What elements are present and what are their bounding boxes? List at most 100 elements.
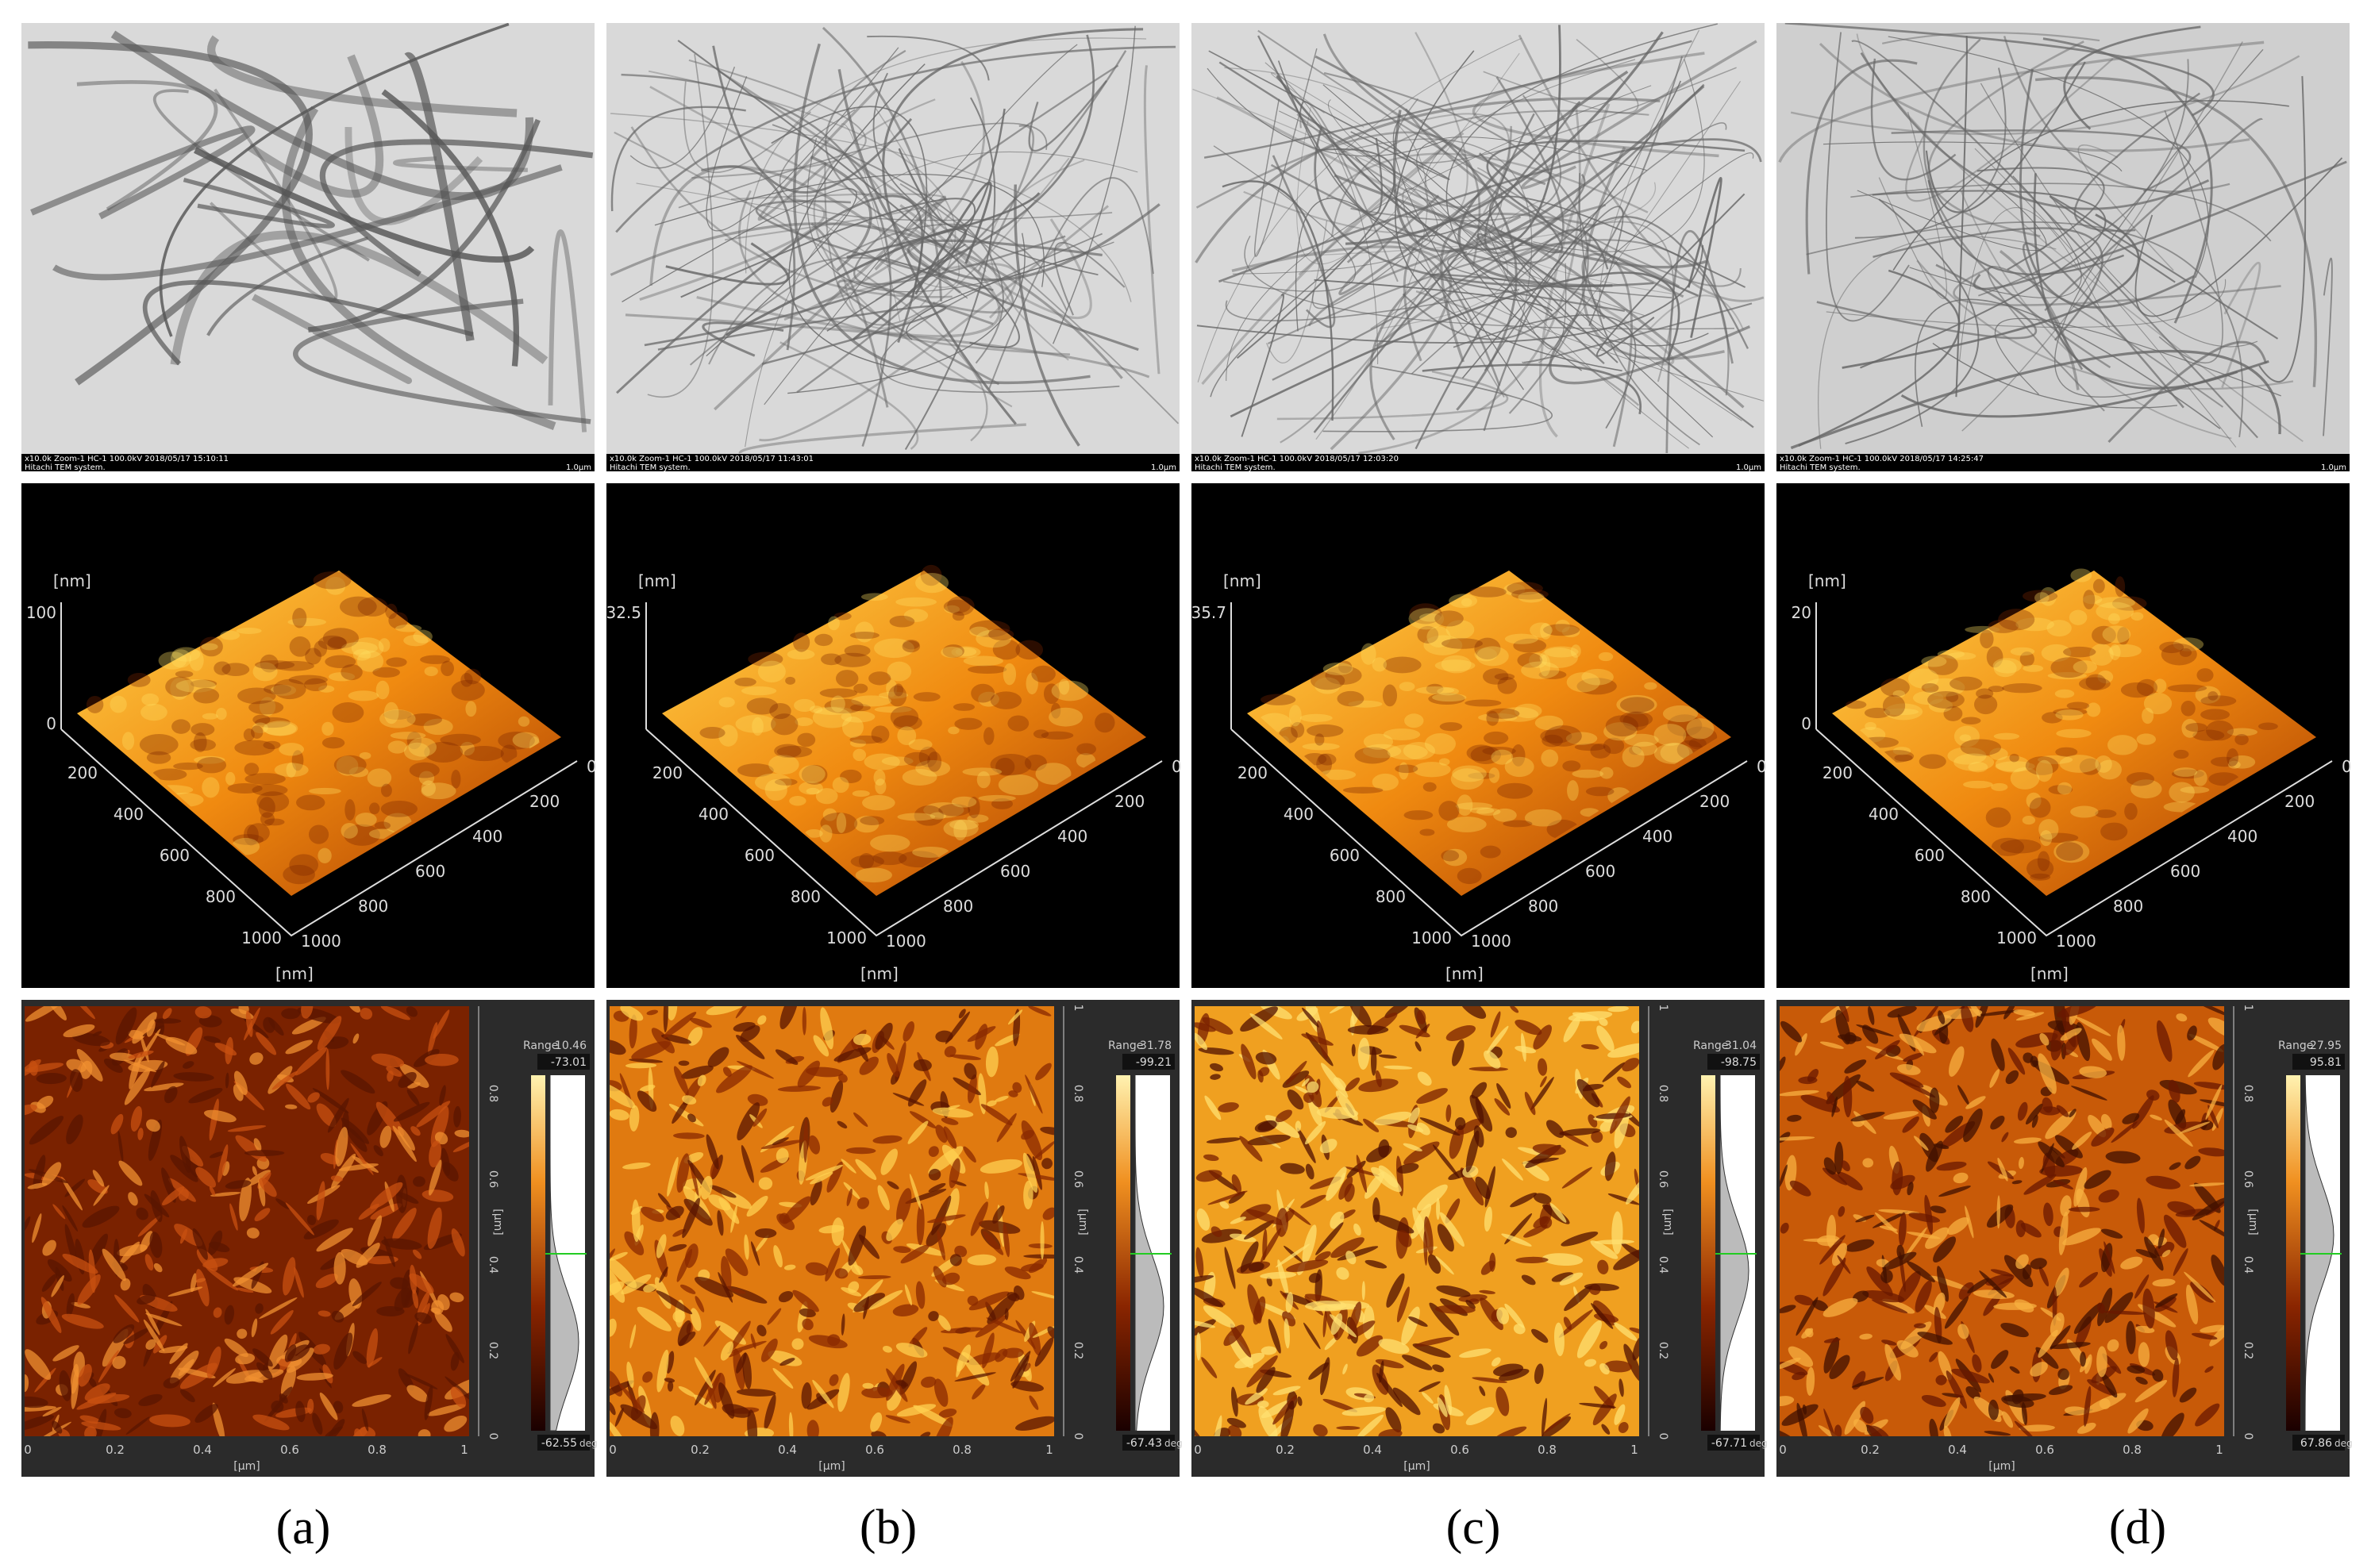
fiber: [759, 205, 1109, 442]
phase-feature: [975, 1024, 988, 1050]
surface-feature: [795, 717, 814, 727]
fiber: [1218, 138, 1762, 283]
fiber: [683, 81, 811, 173]
phase-feature: [679, 1332, 696, 1347]
phase-feature: [143, 1319, 165, 1352]
fiber: [1816, 263, 2038, 340]
surface-feature: [874, 638, 914, 659]
phase-feature: [214, 1043, 237, 1056]
phase-feature: [1402, 1355, 1433, 1370]
phase-feature: [25, 1349, 52, 1380]
phase-feature: [2105, 1151, 2141, 1164]
phase-feature: [2134, 1274, 2150, 1299]
phase-feature: [1484, 1206, 1492, 1232]
phase-feature: [315, 1274, 338, 1289]
phase-feature: [855, 1159, 877, 1181]
surface-feature: [190, 679, 217, 688]
phase-feature: [285, 1040, 314, 1055]
phase-feature: [25, 1216, 31, 1232]
surface-feature: [1892, 747, 1911, 755]
right-tick-label: 400: [472, 827, 502, 846]
y-tick-label: 0.2: [1072, 1342, 1084, 1359]
phase-feature: [1549, 1203, 1567, 1223]
surface-feature: [348, 767, 369, 778]
phase-feature: [287, 1344, 310, 1362]
phase-feature: [1957, 1085, 1970, 1105]
surface-feature: [2083, 590, 2096, 609]
surface: [1247, 571, 1731, 896]
phase-feature: [1257, 1070, 1264, 1083]
surface-feature: [227, 782, 263, 794]
phase-feature: [1245, 1388, 1268, 1405]
fiber: [906, 239, 1139, 352]
surface-feature: [852, 790, 870, 797]
phase-feature: [2134, 1380, 2168, 1403]
phase-feature: [788, 1412, 794, 1436]
fiber: [1415, 229, 1609, 450]
phase-feature: [42, 1406, 62, 1417]
surface-feature: [948, 726, 960, 735]
fiber: [718, 70, 1014, 314]
phase-feature: [233, 1084, 244, 1101]
phase-feature: [368, 1215, 383, 1247]
phase-feature: [2062, 1228, 2101, 1246]
phase-feature: [1831, 1096, 1838, 1117]
phase-feature: [1505, 1127, 1517, 1138]
phase-feature: [1246, 1209, 1287, 1226]
surface-feature: [202, 777, 220, 798]
surface-feature: [1409, 603, 1442, 625]
surface-feature: [1572, 769, 1604, 778]
surface-feature: [1342, 786, 1384, 794]
fiber: [1961, 41, 2243, 432]
phase-feature: [978, 1073, 987, 1115]
phase-feature: [2073, 1302, 2102, 1334]
surface-feature: [2059, 755, 2100, 773]
phase-feature: [703, 1325, 721, 1347]
surface-feature: [1667, 714, 1703, 736]
phase-feature: [2015, 1254, 2029, 1270]
fiber: [841, 123, 901, 321]
surface-feature: [1864, 707, 1891, 719]
phase-feature: [643, 1283, 656, 1293]
y-tick-label: 1: [2242, 1005, 2254, 1012]
phase-feature: [280, 1366, 297, 1399]
fiber: [629, 66, 736, 169]
phase-feature: [2001, 1394, 2034, 1409]
phase-feature: [145, 1339, 156, 1350]
surface-feature: [949, 819, 979, 830]
phase-feature: [360, 1426, 376, 1436]
phase-feature: [428, 1022, 438, 1055]
fiber: [654, 173, 1045, 287]
phase-feature: [306, 1398, 314, 1414]
fiber: [1264, 62, 1379, 365]
phase-feature: [1195, 1319, 1217, 1336]
fiber: [252, 294, 412, 385]
phase-feature: [1553, 1322, 1565, 1357]
phase-feature: [747, 1409, 758, 1436]
surface-feature: [1314, 733, 1325, 746]
phase-feature: [2053, 1267, 2069, 1297]
right-tick-label: 800: [2113, 897, 2143, 916]
phase-feature: [155, 1033, 186, 1046]
surface-feature: [367, 768, 392, 787]
fiber: [548, 229, 587, 432]
phase-feature: [1002, 1347, 1024, 1359]
fiber: [610, 222, 1123, 379]
phase-feature: [694, 1357, 713, 1389]
phase-feature: [1604, 1151, 1616, 1182]
phase-feature: [1012, 1082, 1022, 1093]
phase-feature: [1349, 1006, 1372, 1028]
surface-feature: [2038, 819, 2059, 840]
surface-feature: [787, 649, 815, 660]
phase-feature: [1029, 1322, 1041, 1356]
surface-feature: [273, 678, 306, 700]
phase-feature: [1969, 1006, 1981, 1017]
fiber: [1483, 38, 1639, 114]
fiber: [1538, 81, 1741, 363]
surface-feature: [2015, 617, 2054, 632]
phase-feature: [112, 1355, 126, 1370]
base-axes: [645, 728, 1163, 937]
surface-feature: [1035, 763, 1072, 785]
phase-feature: [2101, 1228, 2123, 1239]
